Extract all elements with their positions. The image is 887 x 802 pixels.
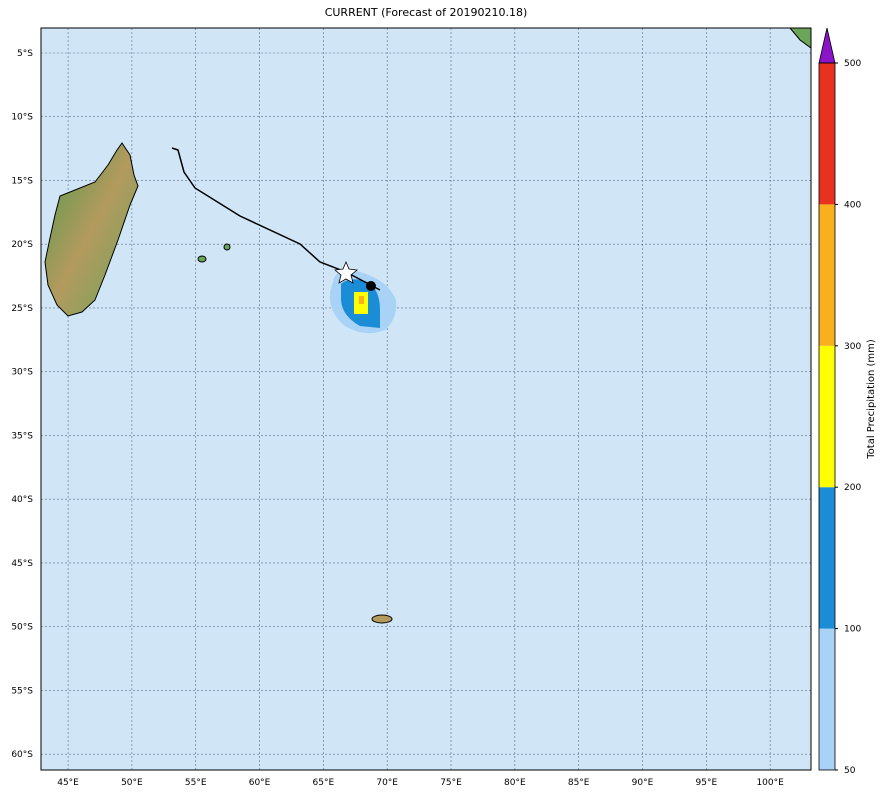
lat-tick-label: 5°S: [17, 49, 33, 59]
lat-tick-label: 50°S: [11, 623, 33, 633]
lat-tick-label: 10°S: [11, 113, 33, 123]
lat-tick-label: 35°S: [11, 431, 33, 441]
lon-tick-label: 45°E: [57, 778, 79, 788]
lon-tick-label: 50°E: [121, 778, 143, 788]
storm-position: [366, 281, 376, 291]
colorbar-tick-label: 500: [844, 59, 861, 69]
lon-tick-label: 70°E: [376, 778, 398, 788]
lon-tick-label: 80°E: [504, 778, 526, 788]
colorbar-tick-label: 50: [844, 766, 856, 776]
colorbar-frame: [818, 62, 836, 771]
lon-tick-label: 55°E: [185, 778, 207, 788]
colorbar-label: Total Precipitation (mm): [866, 339, 877, 460]
colorbar-extend: [818, 27, 836, 64]
colorbar-tick-label: 200: [844, 483, 861, 493]
colorbar-segment: [819, 628, 835, 770]
island: [197, 255, 207, 263]
lat-tick-label: 40°S: [11, 495, 33, 505]
colorbar-segment: [819, 345, 835, 488]
colorbar-segment: [819, 487, 835, 629]
lat-tick-label: 20°S: [11, 240, 33, 250]
island: [371, 614, 393, 624]
current-position-star: [334, 260, 358, 284]
map-frame: [40, 27, 812, 771]
ocean: [41, 28, 811, 770]
colorbar-tick-label: 400: [844, 200, 861, 210]
madagascar: [44, 142, 139, 317]
lon-tick-label: 100°E: [756, 778, 784, 788]
lon-tick-label: 65°E: [313, 778, 335, 788]
colorbar-segment: [819, 63, 835, 205]
rain-very-heavy: [359, 296, 364, 304]
lat-tick-label: 45°S: [11, 559, 33, 569]
lat-tick-label: 30°S: [11, 368, 33, 378]
lon-tick-label: 95°E: [696, 778, 718, 788]
lat-tick-label: 15°S: [11, 176, 33, 186]
map-title: CURRENT (Forecast of 20190210.18): [325, 6, 528, 19]
lon-tick-label: 85°E: [568, 778, 590, 788]
lon-tick-label: 60°E: [249, 778, 271, 788]
lon-tick-label: 75°E: [440, 778, 462, 788]
lat-tick-label: 60°S: [11, 750, 33, 760]
colorbar-segment: [819, 204, 835, 346]
lon-tick-label: 90°E: [632, 778, 654, 788]
colorbar-tick-label: 100: [844, 625, 861, 635]
lat-tick-label: 55°S: [11, 686, 33, 696]
lat-tick-label: 25°S: [11, 304, 33, 314]
island: [223, 243, 231, 251]
colorbar-tick-label: 300: [844, 342, 861, 352]
storm-track: [171, 147, 381, 291]
